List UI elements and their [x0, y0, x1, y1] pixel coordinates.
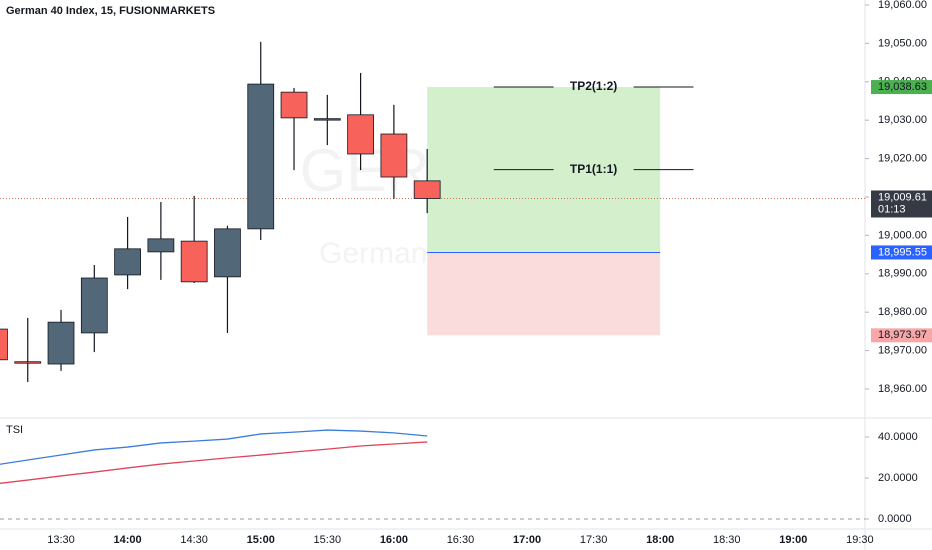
candle-body	[214, 228, 241, 278]
x-tick-label: 16:30	[447, 534, 475, 546]
axes: 19,060.0019,050.0019,040.0019,030.0019,0…	[47, 0, 932, 546]
x-tick-label: 19:30	[846, 534, 874, 546]
y-tick-label: 18,980.00	[878, 306, 927, 318]
main-pane: TP2(1:2) TP1(1:1)	[0, 41, 865, 383]
y-tick-label: 0.0000	[878, 513, 912, 525]
price-label-box	[871, 328, 932, 343]
countdown-label: 01:13	[878, 203, 906, 215]
candle-body	[280, 91, 308, 119]
chart-title: German 40 Index, 15, FUSIONMARKETS	[6, 5, 215, 17]
indicator-line	[0, 441, 428, 484]
candle-body	[347, 114, 374, 155]
x-tick-label: 15:30	[314, 534, 342, 546]
x-tick-label: 17:30	[580, 534, 608, 546]
x-tick-label: 17:00	[513, 534, 541, 546]
x-tick-label: 18:00	[646, 534, 674, 546]
x-tick-label: 19:00	[779, 534, 807, 546]
y-tick-label: 19,030.00	[878, 114, 927, 126]
y-tick-label: 19,000.00	[878, 229, 927, 241]
indicator-pane	[0, 429, 865, 520]
x-tick-label: 13:30	[47, 534, 75, 546]
x-tick-label: 18:30	[713, 534, 741, 546]
y-tick-label: 18,990.00	[878, 268, 927, 280]
candle-body	[313, 118, 341, 121]
y-tick-label: 19,050.00	[878, 37, 927, 49]
price-label-box	[871, 80, 932, 95]
candle-body	[413, 180, 441, 199]
price-label: 19,038.63	[878, 81, 927, 93]
candle-body	[180, 240, 208, 283]
candle-body	[47, 321, 75, 365]
stop-zone	[427, 252, 661, 336]
y-tick-label: 19,060.00	[878, 0, 927, 11]
candle-body	[14, 361, 42, 364]
price-label: 18,995.55	[878, 246, 927, 258]
candle-body	[380, 133, 408, 178]
y-tick-label: 18,960.00	[878, 383, 927, 395]
x-tick-label: 15:00	[247, 534, 275, 546]
x-tick-label: 16:00	[380, 534, 408, 546]
candle-body	[147, 238, 175, 253]
indicator-line	[0, 429, 428, 465]
last-price-box	[871, 190, 932, 218]
x-tick-label: 14:30	[180, 534, 208, 546]
candle-body	[0, 328, 8, 361]
candle-body	[247, 83, 275, 230]
y-tick-label: 19,020.00	[878, 152, 927, 164]
candle-body	[114, 248, 141, 276]
tp-label: TP2(1:2)	[570, 79, 617, 93]
y-tick-label: 40.0000	[878, 431, 918, 443]
y-tick-label: 18,970.00	[878, 344, 927, 356]
x-tick-label: 14:00	[114, 534, 142, 546]
last-price-label: 19,009.61	[878, 191, 927, 203]
candle-body	[80, 277, 108, 334]
tp-label: TP1(1:1)	[570, 162, 617, 176]
y-tick-label: 20.0000	[878, 472, 918, 484]
indicator-title: TSI	[6, 424, 23, 436]
price-label: 18,973.97	[878, 329, 927, 341]
price-label-box	[871, 245, 932, 260]
